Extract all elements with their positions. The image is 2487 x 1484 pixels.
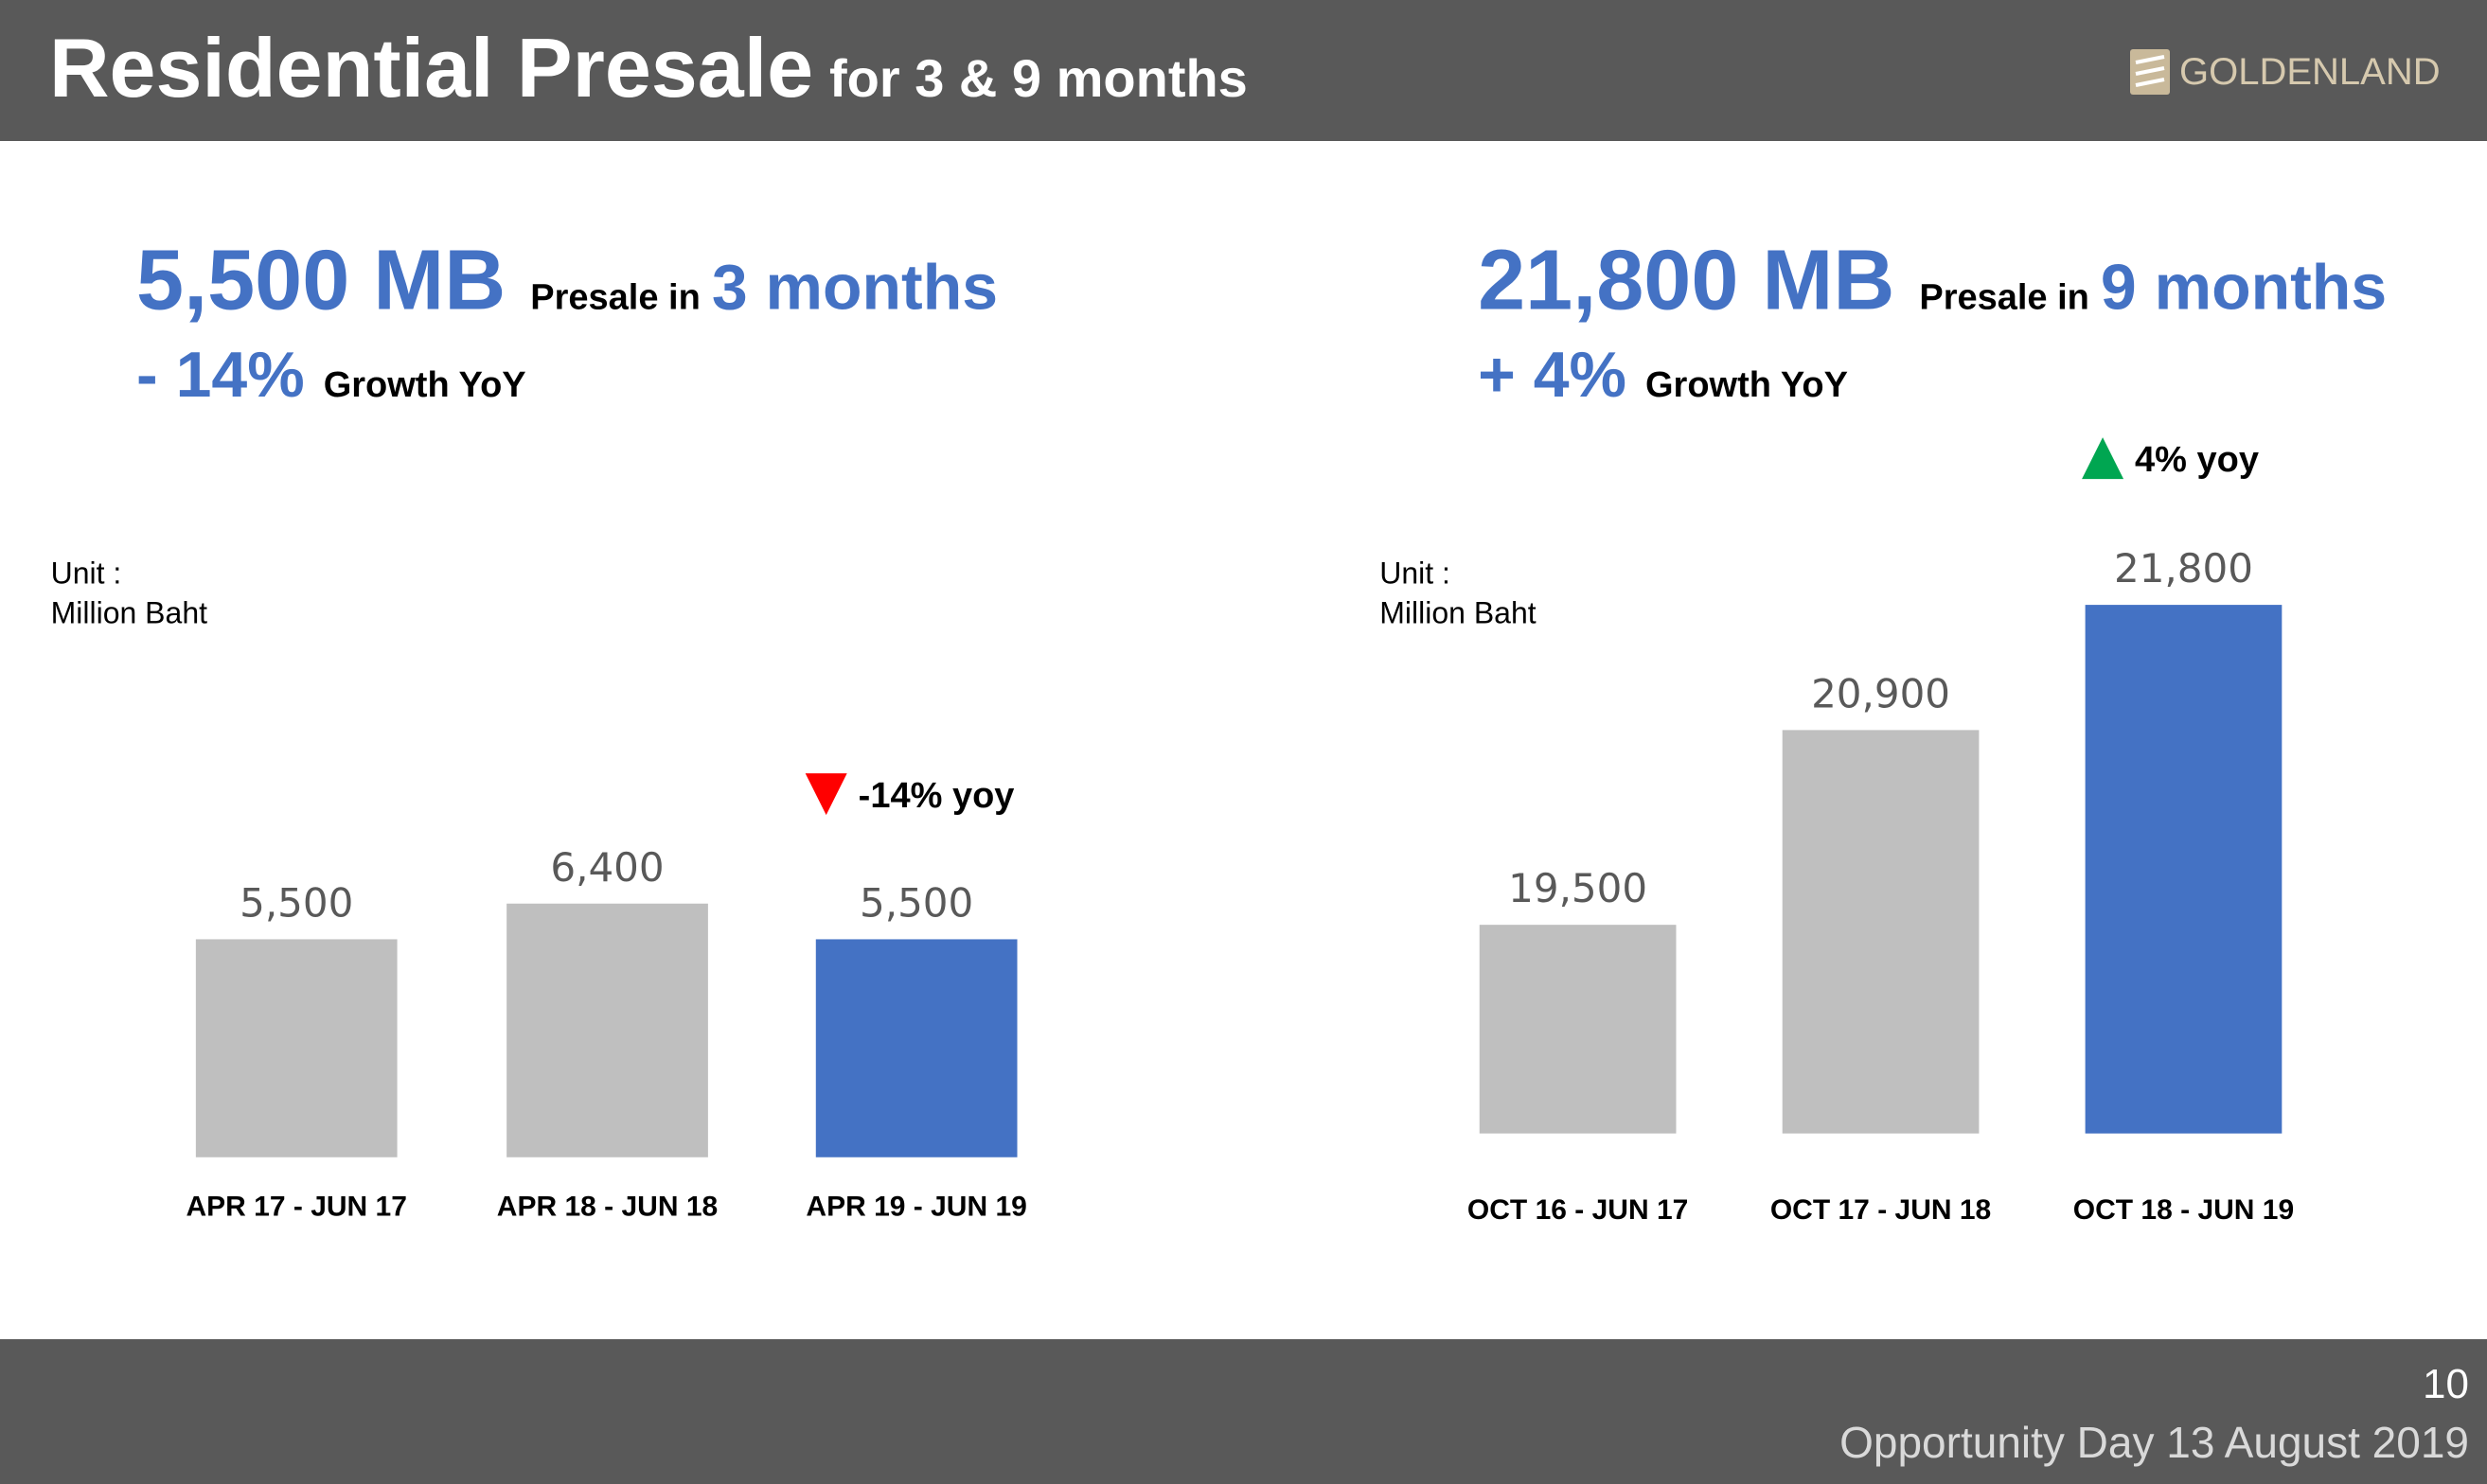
bar: [1782, 730, 1980, 1134]
logo-icon: [2130, 49, 2170, 95]
headline-amount: 5,500 MB: [136, 234, 506, 328]
headline: 5,500 MB Presale in 3 months: [136, 234, 998, 328]
unit-label: Unit :: [51, 556, 122, 590]
annotation: -14% yoy: [859, 776, 1015, 816]
header-bar: [0, 0, 2487, 141]
category-label: OCT 16 - JUN 17: [1467, 1194, 1688, 1226]
bar: [195, 939, 398, 1157]
slide-subtitle: for 3 & 9 months: [829, 48, 1248, 108]
value-label: 20,900: [1811, 670, 1950, 716]
value-label: 5,500: [240, 879, 353, 926]
category-label: APR 19 - JUN 19: [806, 1192, 1026, 1223]
growth-line: - 14% Growth YoY: [136, 339, 526, 411]
growth-label: Growth YoY: [1645, 365, 1848, 405]
unit: Million Baht: [1379, 595, 1537, 629]
category-label: APR 18 - JUN 18: [497, 1192, 718, 1223]
growth-line: + 4% Growth YoY: [1478, 339, 1848, 411]
growth-label: Growth YoY: [324, 365, 526, 405]
category-label: OCT 18 - JUN 19: [2073, 1194, 2294, 1226]
unit-label: Unit :: [1379, 556, 1450, 590]
bar: [815, 939, 1018, 1157]
growth-value: - 14%: [136, 339, 305, 411]
logo-text: GOLDENLAND: [2179, 51, 2441, 93]
annotation: 4% yoy: [2135, 440, 2259, 480]
value-label: 19,500: [1508, 865, 1647, 911]
growth-value: + 4%: [1478, 339, 1626, 411]
value-label: 5,500: [860, 879, 973, 926]
bar: [1479, 925, 1677, 1134]
annotation-marker: [2082, 437, 2124, 480]
footer-bar: [0, 1339, 2487, 1484]
annotation-marker: [805, 773, 847, 816]
value-label: 6,400: [550, 844, 664, 891]
headline-period: 9 months: [2101, 252, 2387, 324]
page-number: 10: [2423, 1361, 2469, 1407]
category-label: APR 17 - JUN 17: [187, 1192, 407, 1223]
bar: [2085, 605, 2283, 1134]
unit: Million Baht: [51, 595, 208, 629]
headline-label: Presale in: [1919, 278, 2089, 318]
footer-event: Opportunity Day 13 August 2019: [1839, 1418, 2469, 1467]
headline-period: 3 months: [712, 252, 998, 324]
headline: 21,800 MB Presale in 9 months: [1478, 234, 2387, 328]
category-label: OCT 17 - JUN 18: [1770, 1194, 1991, 1226]
value-label: 21,800: [2114, 545, 2253, 592]
headline-amount: 21,800 MB: [1478, 234, 1894, 328]
headline-label: Presale in: [530, 278, 701, 318]
bar: [506, 903, 708, 1157]
slide-title: Residential Presale: [49, 21, 813, 115]
